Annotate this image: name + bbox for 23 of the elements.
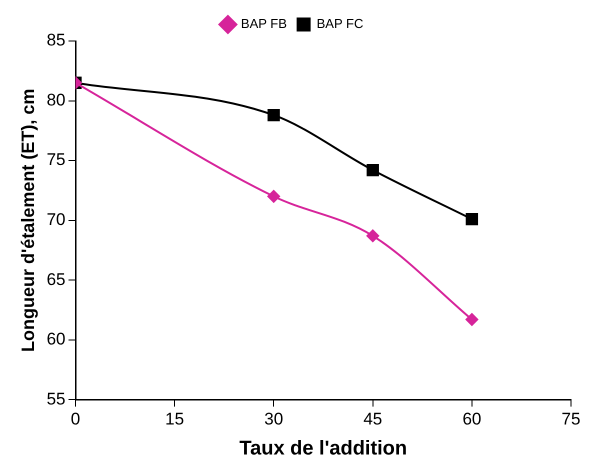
point (267, 190, 280, 203)
x-tick-label: 75 (562, 409, 580, 428)
point (366, 164, 379, 176)
y-tick-label: 85 (46, 30, 66, 50)
x-axis-title: Taux de l'addition (239, 438, 408, 460)
legend-label: BAP FB (240, 16, 287, 32)
y-tick-label: 60 (46, 330, 66, 349)
point (465, 313, 478, 326)
x-tick-label: 15 (165, 409, 184, 428)
point (268, 108, 280, 122)
y-axis-title: Longueur d'étalement (ET), cm (18, 88, 38, 352)
x-tick-label: 45 (363, 409, 382, 428)
y-tick-label: 80 (46, 90, 66, 110)
x-tick-label: 30 (264, 409, 284, 428)
legend-label: BAP FC (316, 16, 364, 32)
y-tick-label: 65 (46, 270, 66, 289)
point (466, 212, 478, 226)
y-tick-label: 75 (46, 150, 66, 170)
x-tick-label: 0 (70, 409, 80, 428)
y-tick-label: 70 (46, 210, 66, 229)
x-tick-label: 60 (462, 409, 482, 428)
point (366, 229, 380, 242)
y-tick-label: 55 (46, 389, 66, 408)
